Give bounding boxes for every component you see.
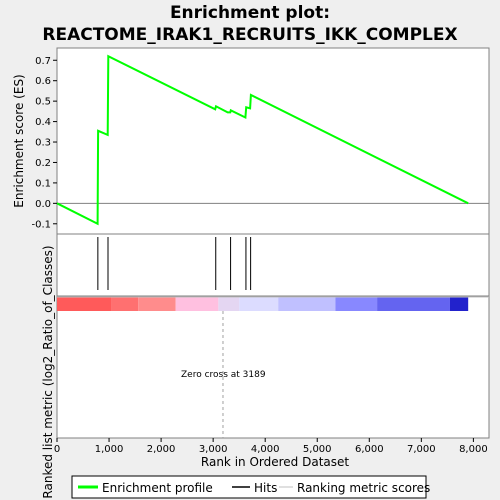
metric-band	[111, 297, 139, 311]
y-tick-label: -0.1	[31, 219, 51, 230]
legend-label-enrichment-profile: Enrichment profile	[102, 481, 213, 495]
metric-band	[175, 297, 219, 311]
y-tick-label: 0.4	[35, 117, 51, 128]
x-axis-ticks: 0 1,000 2,000 3,000 4,000 5,000 6,000 7,000 8,00…	[54, 438, 488, 455]
y-tick-label: 0.5	[35, 97, 51, 108]
legend-label-hits: Hits	[254, 481, 277, 495]
chart-title: Enrichment plot:	[170, 3, 330, 23]
chart-subtitle: REACTOME_IRAK1_RECRUITS_IKK_COMPLEX	[42, 25, 457, 45]
ranking-metric-bands	[57, 296, 489, 311]
x-axis-label: Rank in Ordered Dataset	[201, 455, 349, 469]
y-tick-label: 0.0	[35, 199, 51, 210]
y-tick-label: 0.1	[35, 178, 51, 189]
metric-band	[377, 297, 450, 311]
x-tick-label: 0	[54, 444, 60, 455]
metric-band	[57, 297, 112, 311]
y-tick-label: 0.7	[35, 56, 51, 67]
x-tick-label: 3,000	[199, 444, 228, 455]
enrichment-profile-line	[56, 54, 469, 226]
x-tick-label: 7,000	[407, 444, 436, 455]
x-tick-label: 1,000	[95, 444, 124, 455]
y-axis-label-metric: Ranked list metric (log2_Ratio_of_Classe…	[41, 245, 55, 498]
metric-band	[239, 297, 279, 311]
metric-band	[335, 297, 378, 311]
x-tick-label: 5,000	[303, 444, 332, 455]
metric-panel	[56, 295, 490, 439]
metric-band	[218, 297, 240, 311]
x-tick-label: 8,000	[459, 444, 488, 455]
y-axis-label-es: Enrichment score (ES)	[12, 74, 26, 207]
x-tick-label: 4,000	[251, 444, 280, 455]
hit-markers	[97, 237, 252, 290]
y-tick-label: 0.6	[35, 76, 51, 87]
y-tick-label: 0.3	[35, 138, 51, 149]
y-axis-ticks: -0.1 0.0 0.1 0.2 0.3 0.4 0.5 0.6 0.7	[31, 56, 57, 230]
zero-cross-label: Zero cross at 3189	[181, 370, 266, 380]
x-tick-label: 2,000	[147, 444, 176, 455]
metric-band	[449, 297, 469, 311]
enrichment-profile-series	[56, 54, 469, 226]
legend-label-ranking-metric: Ranking metric scores	[297, 481, 430, 495]
hits-panel	[56, 233, 490, 297]
x-tick-label: 6,000	[355, 444, 384, 455]
legend: Enrichment profile Hits Ranking metric s…	[71, 475, 430, 499]
y-tick-label: 0.2	[35, 158, 51, 169]
es-panel	[56, 47, 490, 235]
metric-band	[138, 297, 176, 311]
metric-band	[278, 297, 336, 311]
